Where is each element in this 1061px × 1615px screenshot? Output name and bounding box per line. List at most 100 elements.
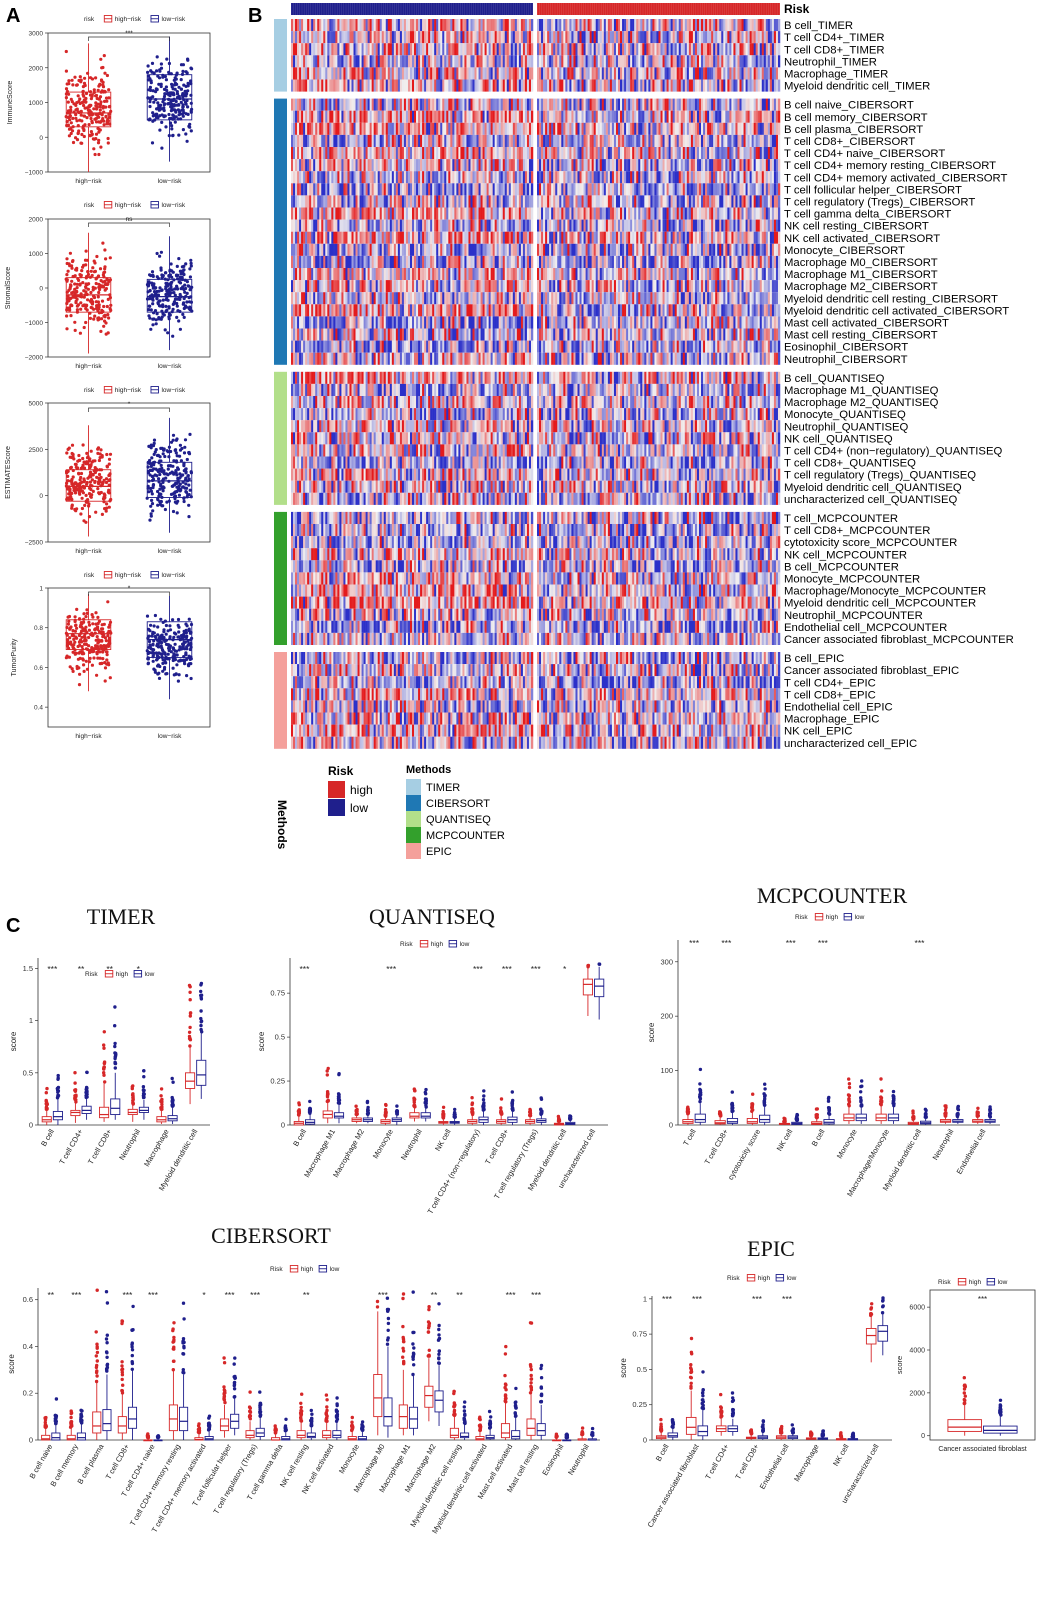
- heatmap-cell: [315, 147, 317, 159]
- heatmap-cell: [507, 244, 509, 256]
- heatmap-cell: [656, 171, 658, 183]
- heatmap-cell: [737, 220, 739, 232]
- heatmap-cell: [394, 67, 396, 79]
- heatmap-cell: [414, 159, 416, 171]
- heatmap-cell: [725, 31, 727, 43]
- heatmap-row-label: B cell_TIMER: [784, 20, 853, 32]
- heatmap-cell: [497, 256, 499, 268]
- heatmap-cell: [731, 111, 733, 123]
- heatmap-cell: [352, 171, 354, 183]
- heatmap-cell: [440, 183, 442, 195]
- heatmap-cell: [529, 208, 531, 220]
- heatmap-cell: [578, 232, 580, 244]
- heatmap-cell: [438, 111, 440, 123]
- heatmap-cell: [537, 195, 539, 207]
- heatmap-cell: [475, 111, 477, 123]
- heatmap-cell: [436, 220, 438, 232]
- heatmap-cell: [707, 208, 709, 220]
- heatmap-cell: [511, 232, 513, 244]
- heatmap-cell: [408, 111, 410, 123]
- heatmap-cell: [620, 208, 622, 220]
- heatmap-cell: [366, 43, 368, 55]
- heatmap-cell: [634, 183, 636, 195]
- heatmap-cell: [412, 99, 414, 111]
- heatmap-cell: [317, 232, 319, 244]
- heatmap-cell: [402, 67, 404, 79]
- heatmap-cell: [689, 19, 691, 31]
- heatmap-cell: [545, 111, 547, 123]
- heatmap-cell: [584, 220, 586, 232]
- heatmap-cell: [384, 123, 386, 135]
- heatmap-cell: [675, 55, 677, 67]
- heatmap-cell: [464, 220, 466, 232]
- heatmap-cell: [462, 55, 464, 67]
- heatmap-cell: [559, 232, 561, 244]
- heatmap-cell: [386, 19, 388, 31]
- heatmap-cell: [503, 43, 505, 55]
- heatmap-cell: [501, 195, 503, 207]
- heatmap-cell: [481, 171, 483, 183]
- heatmap-cell: [640, 80, 642, 92]
- heatmap-cell: [354, 31, 356, 43]
- heatmap-cell: [744, 147, 746, 159]
- heatmap-cell: [673, 183, 675, 195]
- heatmap-cell: [693, 43, 695, 55]
- heatmap-cell: [600, 256, 602, 268]
- heatmap-cell: [311, 159, 313, 171]
- heatmap-cell: [691, 195, 693, 207]
- heatmap-cell: [705, 171, 707, 183]
- heatmap-cell: [644, 159, 646, 171]
- heatmap-cell: [505, 171, 507, 183]
- heatmap-cell: [740, 111, 742, 123]
- heatmap-cell: [776, 31, 778, 43]
- heatmap-cell: [380, 135, 382, 147]
- heatmap-cell: [303, 232, 305, 244]
- heatmap-cell: [436, 99, 438, 111]
- heatmap-cell: [592, 99, 594, 111]
- heatmap-cell: [374, 99, 376, 111]
- heatmap-cell: [640, 183, 642, 195]
- heatmap-cell: [400, 183, 402, 195]
- heatmap-cell: [654, 55, 656, 67]
- heatmap-cell: [569, 183, 571, 195]
- heatmap-cell: [301, 123, 303, 135]
- heatmap-cell: [347, 80, 349, 92]
- heatmap-cell: [521, 244, 523, 256]
- heatmap-cell: [705, 80, 707, 92]
- heatmap-cell: [760, 43, 762, 55]
- heatmap-cell: [551, 183, 553, 195]
- heatmap-cell: [349, 147, 351, 159]
- heatmap-cell: [473, 135, 475, 147]
- heatmap-cell: [400, 123, 402, 135]
- heatmap-cell: [553, 220, 555, 232]
- heatmap-cell: [683, 232, 685, 244]
- heatmap-cell: [735, 55, 737, 67]
- heatmap-cell: [293, 19, 295, 31]
- heatmap-cell: [752, 43, 754, 55]
- heatmap-cell: [567, 99, 569, 111]
- heatmap-cell: [719, 80, 721, 92]
- heatmap-cell: [578, 171, 580, 183]
- heatmap-cell: [442, 195, 444, 207]
- heatmap-cell: [723, 159, 725, 171]
- heatmap-cell: [444, 19, 446, 31]
- heatmap-cell: [297, 67, 299, 79]
- heatmap-cell: [420, 99, 422, 111]
- heatmap-cell: [551, 244, 553, 256]
- heatmap-cell: [523, 183, 525, 195]
- heatmap-cell: [559, 123, 561, 135]
- heatmap-cell: [392, 171, 394, 183]
- heatmap-cell: [661, 43, 663, 55]
- heatmap-cell: [521, 220, 523, 232]
- heatmap-cell: [549, 256, 551, 268]
- heatmap-cell: [764, 244, 766, 256]
- heatmap-cell: [313, 147, 315, 159]
- heatmap-cell: [616, 19, 618, 31]
- heatmap-cell: [575, 67, 577, 79]
- heatmap-cell: [521, 183, 523, 195]
- heatmap-cell: [523, 99, 525, 111]
- heatmap-cell: [428, 195, 430, 207]
- heatmap-cell: [764, 99, 766, 111]
- heatmap-cell: [305, 256, 307, 268]
- heatmap-cell: [347, 19, 349, 31]
